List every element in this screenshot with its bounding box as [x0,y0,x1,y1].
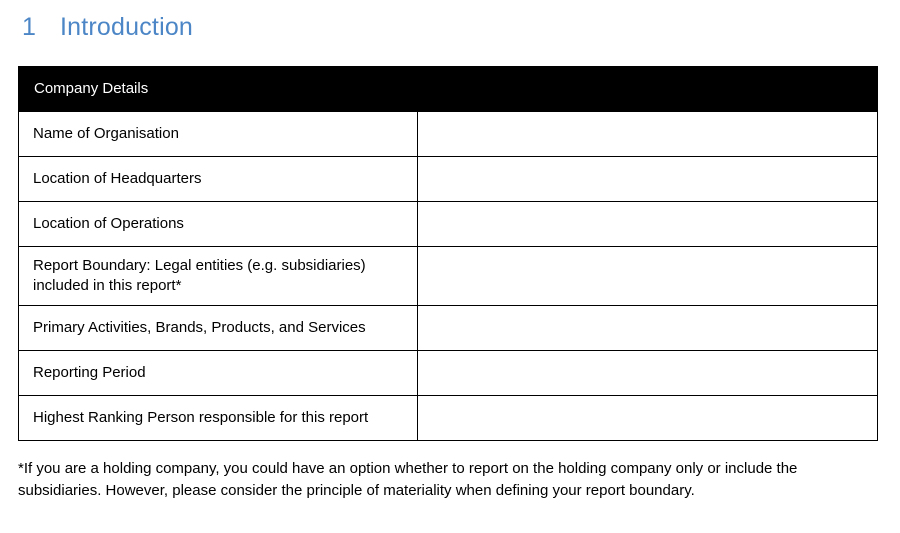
table-header-row: Company Details [18,65,878,112]
row-value-cell[interactable] [417,350,878,397]
row-value-cell[interactable] [417,155,878,202]
row-value-cell[interactable] [417,395,878,442]
row-label-cell: Location of Operations [18,200,418,247]
heading-text: Introduction [60,13,194,41]
company-details-table: Company Details Name of Organisation Loca… [18,65,878,442]
row-value-cell[interactable] [417,245,878,307]
row-label-cell: Primary Activities, Brands, Products, an… [18,305,418,352]
table-row: Reporting Period [18,350,878,397]
heading-number: 1 [22,13,37,41]
table-row: Primary Activities, Brands, Products, an… [18,305,878,352]
page-title: 1 Introduction [0,0,900,42]
table-row: Report Boundary: Legal entities (e.g. su… [18,245,878,307]
row-label-cell: Location of Headquarters [18,155,418,202]
row-value-cell[interactable] [417,200,878,247]
row-label-cell: Highest Ranking Person responsible for t… [18,395,418,442]
footnote: *If you are a holding company, you could… [18,460,798,500]
row-value-cell[interactable] [417,305,878,352]
table-row: Highest Ranking Person responsible for t… [18,395,878,442]
table-header: Company Details [18,65,878,112]
row-label-cell: Reporting Period [18,350,418,397]
table-row: Location of Headquarters [18,155,878,202]
table-row: Location of Operations [18,200,878,247]
row-label-cell: Report Boundary: Legal entities (e.g. su… [18,245,418,307]
row-label-cell: Name of Organisation [18,110,418,157]
table-body: Name of Organisation Location of Headquar… [18,110,878,442]
row-value-cell[interactable] [417,110,878,157]
table-row: Name of Organisation [18,110,878,157]
